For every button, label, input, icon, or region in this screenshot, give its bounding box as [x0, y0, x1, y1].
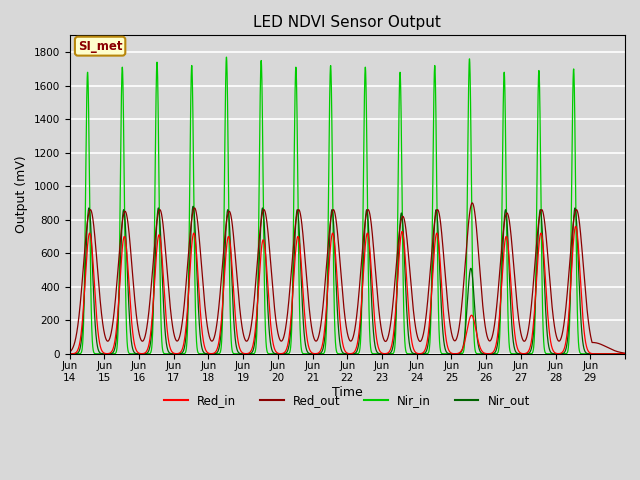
Red_in [522, 350, 530, 356]
Nir_in [166, 351, 174, 357]
Nir_in [399, 250, 406, 255]
Nir_out [399, 220, 406, 226]
Nir_out [166, 350, 174, 356]
Red_out [480, 315, 488, 321]
Red_in [427, 302, 435, 308]
Red_in [572, 224, 579, 229]
Nir_out [278, 351, 285, 357]
Red_out [66, 349, 74, 355]
Line: Red_in: Red_in [70, 227, 625, 354]
X-axis label: Time: Time [332, 386, 363, 399]
Red_in [66, 351, 74, 357]
Nir_out [480, 351, 488, 357]
Title: LED NDVI Sensor Output: LED NDVI Sensor Output [253, 15, 441, 30]
Red_out [399, 214, 406, 219]
Nir_in [427, 314, 435, 320]
Y-axis label: Output (mV): Output (mV) [15, 156, 28, 233]
Nir_out [621, 351, 629, 357]
Line: Red_out: Red_out [70, 203, 625, 353]
Text: SI_met: SI_met [78, 40, 122, 53]
Red_out [468, 200, 476, 206]
Red_out [522, 336, 530, 341]
Line: Nir_out: Nir_out [70, 206, 625, 354]
Nir_out [522, 351, 530, 357]
Nir_out [66, 351, 74, 357]
Nir_out [427, 305, 435, 311]
Red_in [278, 351, 285, 357]
Red_out [621, 350, 629, 356]
Red_in [166, 346, 174, 351]
Red_in [621, 351, 629, 357]
Nir_in [480, 351, 488, 357]
Red_out [166, 306, 174, 312]
Nir_in [621, 351, 629, 357]
Line: Nir_in: Nir_in [70, 57, 625, 354]
Nir_in [278, 351, 285, 357]
Red_out [278, 338, 285, 344]
Nir_in [522, 351, 530, 357]
Red_in [399, 229, 406, 235]
Red_out [427, 261, 435, 267]
Red_in [480, 350, 488, 356]
Nir_in [66, 351, 74, 357]
Nir_in [223, 54, 230, 60]
Nir_out [189, 204, 197, 209]
Legend: Red_in, Red_out, Nir_in, Nir_out: Red_in, Red_out, Nir_in, Nir_out [159, 389, 535, 411]
